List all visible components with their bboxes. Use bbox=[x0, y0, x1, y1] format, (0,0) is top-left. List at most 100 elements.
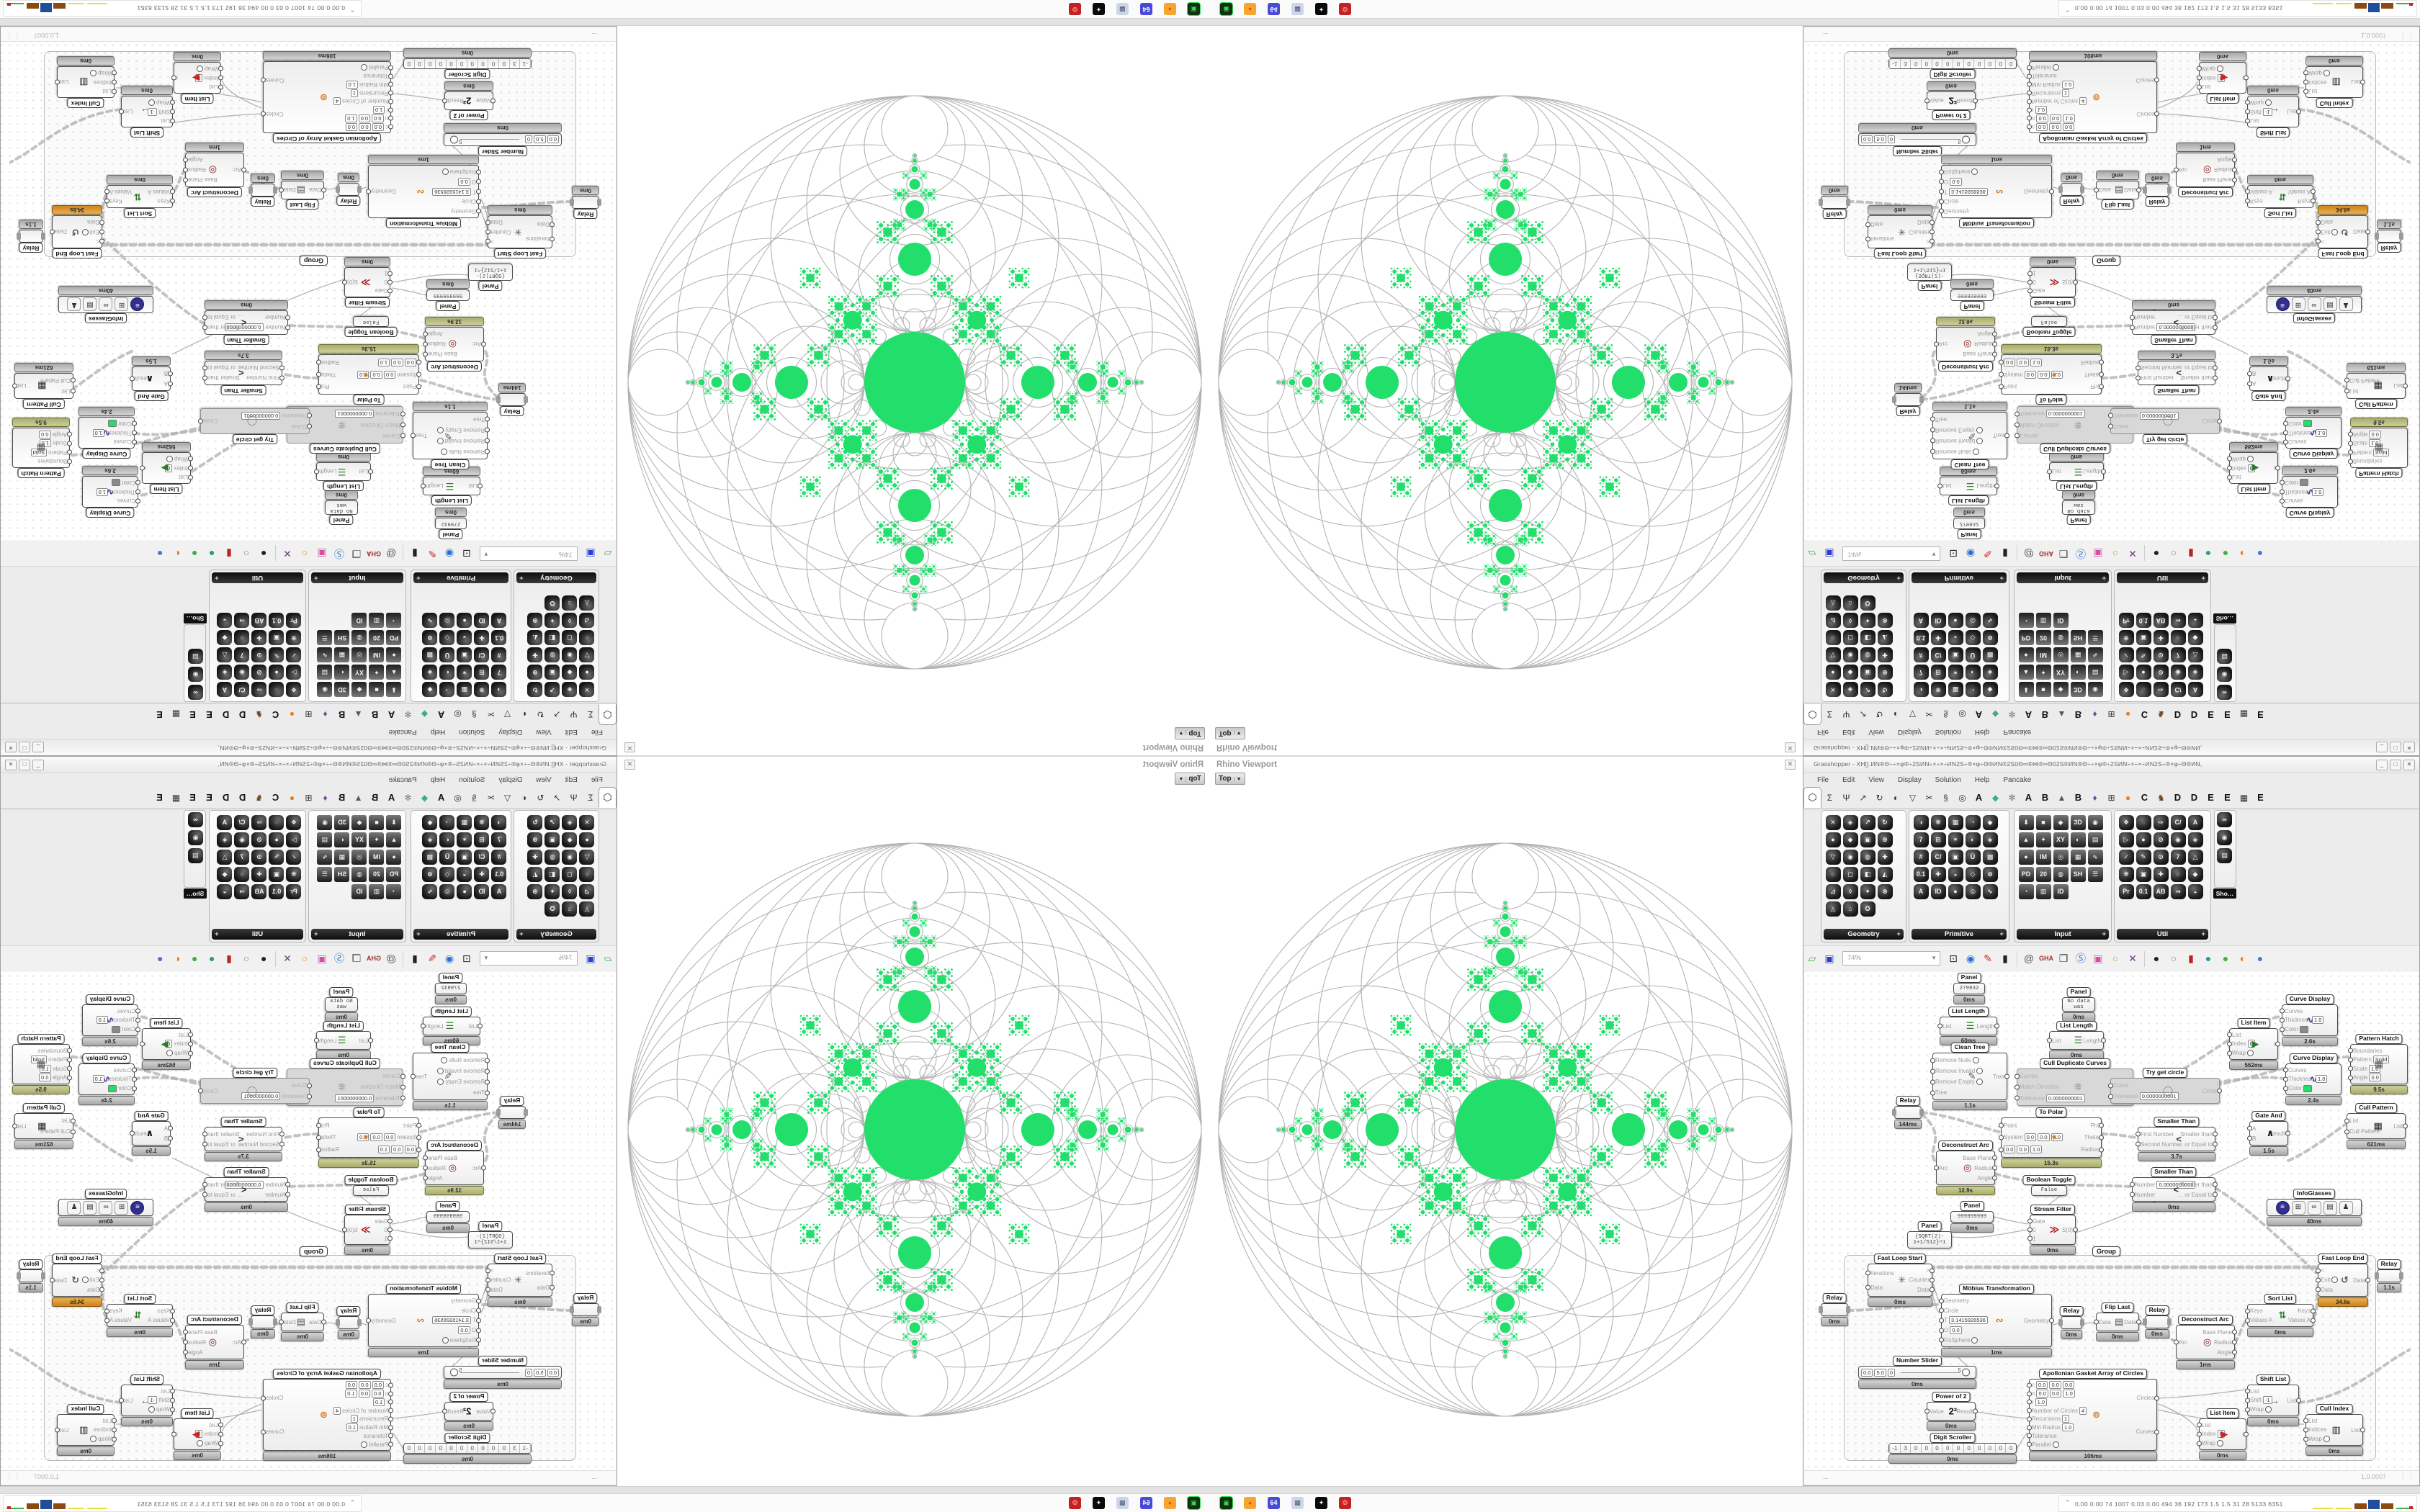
component-cull-pattern[interactable]: Cull Pattern List Cull Pattern List ▦ 621ms bbox=[14, 363, 73, 409]
component-icon[interactable]: ✎ bbox=[269, 849, 284, 865]
component-icon[interactable]: ▥ bbox=[369, 613, 385, 629]
component-nickname[interactable]: Smaller Than bbox=[223, 1167, 269, 1177]
tab-11[interactable]: ◆ bbox=[421, 793, 429, 803]
component-icon[interactable]: ◔ bbox=[1965, 814, 1981, 830]
tab-7[interactable]: ✂ bbox=[1925, 709, 1933, 719]
component-icon[interactable]: ⊚ bbox=[1982, 630, 1998, 646]
component-icon[interactable]: ◆ bbox=[2187, 630, 2203, 646]
component-icon[interactable]: ◔ bbox=[1965, 682, 1981, 698]
sphere-orange-icon[interactable]: ◐ bbox=[174, 548, 181, 559]
tab-18[interactable]: ⊞ bbox=[2107, 793, 2115, 803]
component-fast-loop-end[interactable]: Fast Loop End < Exit Data Data ↺ 34.6s bbox=[52, 205, 102, 258]
component-icon[interactable]: ⌂ bbox=[1842, 595, 1858, 611]
component-body[interactable]: 0.0 5.0 0 5 bbox=[444, 133, 562, 146]
component-body[interactable] bbox=[338, 1316, 359, 1329]
component-list-length[interactable]: List Length List Length ☰ 0ms bbox=[316, 452, 371, 491]
component-icon[interactable]: ⊙ bbox=[251, 849, 267, 865]
component-curve-display[interactable]: Curve Display Curves Thickness 1.0 Color ∿ 2.6… bbox=[82, 994, 138, 1046]
component-deconstruct-arc[interactable]: Deconstruct Arc Arc Base Plane Radius Angle ◎… bbox=[2176, 143, 2235, 197]
component-digit-scroller[interactable]: Digit Scroller -1 3 0 0 0 0 0 0 0 0 0 0 0ms bbox=[1888, 48, 2017, 79]
projector-icon[interactable]: ▮ bbox=[2002, 548, 2008, 559]
component-icon[interactable]: ▲ bbox=[2018, 665, 2034, 680]
component-body[interactable]: ≡ ⊞ ∞ ▤ ♟ bbox=[2267, 296, 2362, 313]
component-icon[interactable]: ❖ bbox=[286, 682, 302, 698]
component-nickname[interactable]: Cull Pattern bbox=[23, 399, 65, 409]
component-icon[interactable]: ▦ bbox=[334, 647, 350, 663]
component-nickname[interactable]: Panel bbox=[1917, 1221, 1942, 1231]
component-nickname[interactable]: Curve Display bbox=[2289, 1053, 2338, 1063]
menu-edit[interactable]: Edit bbox=[565, 728, 578, 736]
component-icon[interactable]: ◉ bbox=[234, 832, 250, 847]
palette-group-label[interactable]: Primitive + bbox=[413, 929, 508, 940]
component-list-item[interactable]: List Item List Index 0 Wrap i ▶ 0ms bbox=[174, 52, 221, 104]
component-nickname[interactable]: Smaller Than bbox=[2151, 335, 2197, 345]
tab-3[interactable]: ↗ bbox=[553, 709, 561, 719]
at-icon[interactable]: @ bbox=[2023, 548, 2035, 559]
component-icon[interactable]: ✕ bbox=[1825, 814, 1841, 830]
component-nickname[interactable]: Relay bbox=[2059, 1306, 2084, 1316]
group-label[interactable]: Group bbox=[300, 256, 328, 266]
component-body[interactable]: 279932 bbox=[435, 518, 467, 529]
component-icon[interactable]: ✪ bbox=[1860, 595, 1876, 611]
component-icon[interactable]: ▽ bbox=[1825, 647, 1841, 663]
tab-17[interactable]: ♦ bbox=[2092, 793, 2097, 803]
component-number-slider[interactable]: Number Slider 0.0 5.0 0 5 0ms bbox=[444, 1356, 562, 1389]
component-icon[interactable]: ∿ bbox=[1982, 613, 1998, 629]
component-icon[interactable]: ◒ bbox=[1948, 866, 1963, 882]
rhino-viewport[interactable]: Rhino Viewport Top▼ ✕ bbox=[1210, 25, 1803, 756]
component-body[interactable]: List Index 0 Wrap i ▶ bbox=[2229, 452, 2278, 484]
component-infoglasses[interactable]: InfoGlasses ≡ ⊞ ∞ ▤ ♟ 40ms bbox=[2267, 1189, 2362, 1226]
tab-21[interactable]: ♞ bbox=[2157, 709, 2165, 719]
component-icon[interactable]: ▣ bbox=[544, 832, 560, 847]
component-body[interactable]: < Exit Data Data ↺ bbox=[2318, 1264, 2368, 1297]
component-icon[interactable]: XY bbox=[2053, 832, 2069, 847]
taskbar-app-emulator[interactable]: ▣ bbox=[1188, 3, 1200, 15]
component-icon[interactable]: C/ bbox=[1930, 849, 1946, 865]
definition-canvas[interactable]: Group Panel 279932 0ms Panel No data was 0ms Li… bbox=[1, 972, 616, 1472]
component-nickname[interactable]: Panel bbox=[1960, 1201, 1984, 1211]
component-relay[interactable]: Relay 0ms bbox=[2145, 174, 2169, 207]
component-nickname[interactable]: Number Slider bbox=[478, 1356, 528, 1366]
component-icon[interactable]: ● bbox=[386, 849, 402, 865]
component-body[interactable]: List Index 0 Wrap i ▶ bbox=[142, 1028, 191, 1060]
tab-24[interactable]: E bbox=[2208, 709, 2214, 720]
component-icon[interactable]: ▣ bbox=[1948, 849, 1963, 865]
component-icon[interactable]: ∿ bbox=[422, 613, 438, 629]
component-icon[interactable]: ◔ bbox=[2018, 883, 2034, 899]
component-icon[interactable]: ⊞ bbox=[474, 665, 490, 680]
component-panel[interactable]: Panel 999999999 0ms bbox=[426, 1201, 470, 1233]
component-nickname[interactable]: Cull Index bbox=[67, 1404, 104, 1414]
palette-group-label[interactable]: Input + bbox=[2017, 572, 2109, 583]
tab-14[interactable]: B bbox=[371, 792, 379, 803]
component-body[interactable]: False bbox=[2031, 316, 2067, 327]
component-icon[interactable]: △ bbox=[2187, 647, 2203, 663]
menu-help[interactable]: Help bbox=[1974, 728, 1990, 736]
component-icon[interactable]: ⊞ bbox=[1930, 832, 1946, 847]
component-icon[interactable]: △ bbox=[217, 849, 233, 865]
component-nickname[interactable]: Möbius Transformation bbox=[1959, 218, 2034, 228]
tab-22[interactable]: D bbox=[2174, 792, 2182, 803]
component-smaller-than[interactable]: Smaller Than First Number Second Number Sma… bbox=[205, 351, 282, 395]
component-icon[interactable]: PD bbox=[386, 630, 402, 646]
tab-19[interactable]: ● bbox=[289, 709, 295, 719]
component-clean-tree[interactable]: Clean Tree Remove Nulls Remove Invalid Remo… bbox=[413, 1043, 488, 1110]
component-icon[interactable]: ◈ bbox=[562, 682, 578, 698]
component-relay[interactable]: Relay 1.1s bbox=[19, 1259, 43, 1292]
component-body[interactable]: -1 3 0 0 0 0 0 0 0 0 0 0 bbox=[1888, 58, 2017, 69]
component-body[interactable]: List Index 0 Wrap i ▶ bbox=[2199, 1418, 2246, 1450]
palette-group-label[interactable]: Input + bbox=[2017, 929, 2109, 940]
save-icon[interactable]: ▣ bbox=[1824, 953, 1834, 964]
component-icon[interactable]: ▦ bbox=[1948, 814, 1963, 830]
gha-icon[interactable]: GHA bbox=[367, 550, 381, 557]
component-deconstruct-arc[interactable]: Deconstruct Arc Arc Base Plane Radius Angle ◎… bbox=[1936, 1140, 1995, 1195]
component-body[interactable]: No data was bbox=[2062, 997, 2095, 1012]
component-icon[interactable]: ▷ bbox=[286, 665, 302, 680]
component-list-item[interactable]: List Item List Index 0 Wrap i ▶ 0ms bbox=[174, 1408, 221, 1460]
component-body[interactable]: List Index 0 Wrap i ▶ bbox=[174, 1418, 221, 1450]
component-icon[interactable]: ◆ bbox=[1842, 832, 1858, 847]
zoom-combobox[interactable]: 74% ▼ bbox=[480, 951, 578, 966]
component-icon[interactable]: ◈ bbox=[1842, 682, 1858, 698]
sphere-orange-icon[interactable]: ◐ bbox=[174, 953, 181, 964]
component-icon[interactable]: ○ bbox=[579, 630, 595, 646]
component-icon[interactable]: ❖ bbox=[2118, 682, 2134, 698]
